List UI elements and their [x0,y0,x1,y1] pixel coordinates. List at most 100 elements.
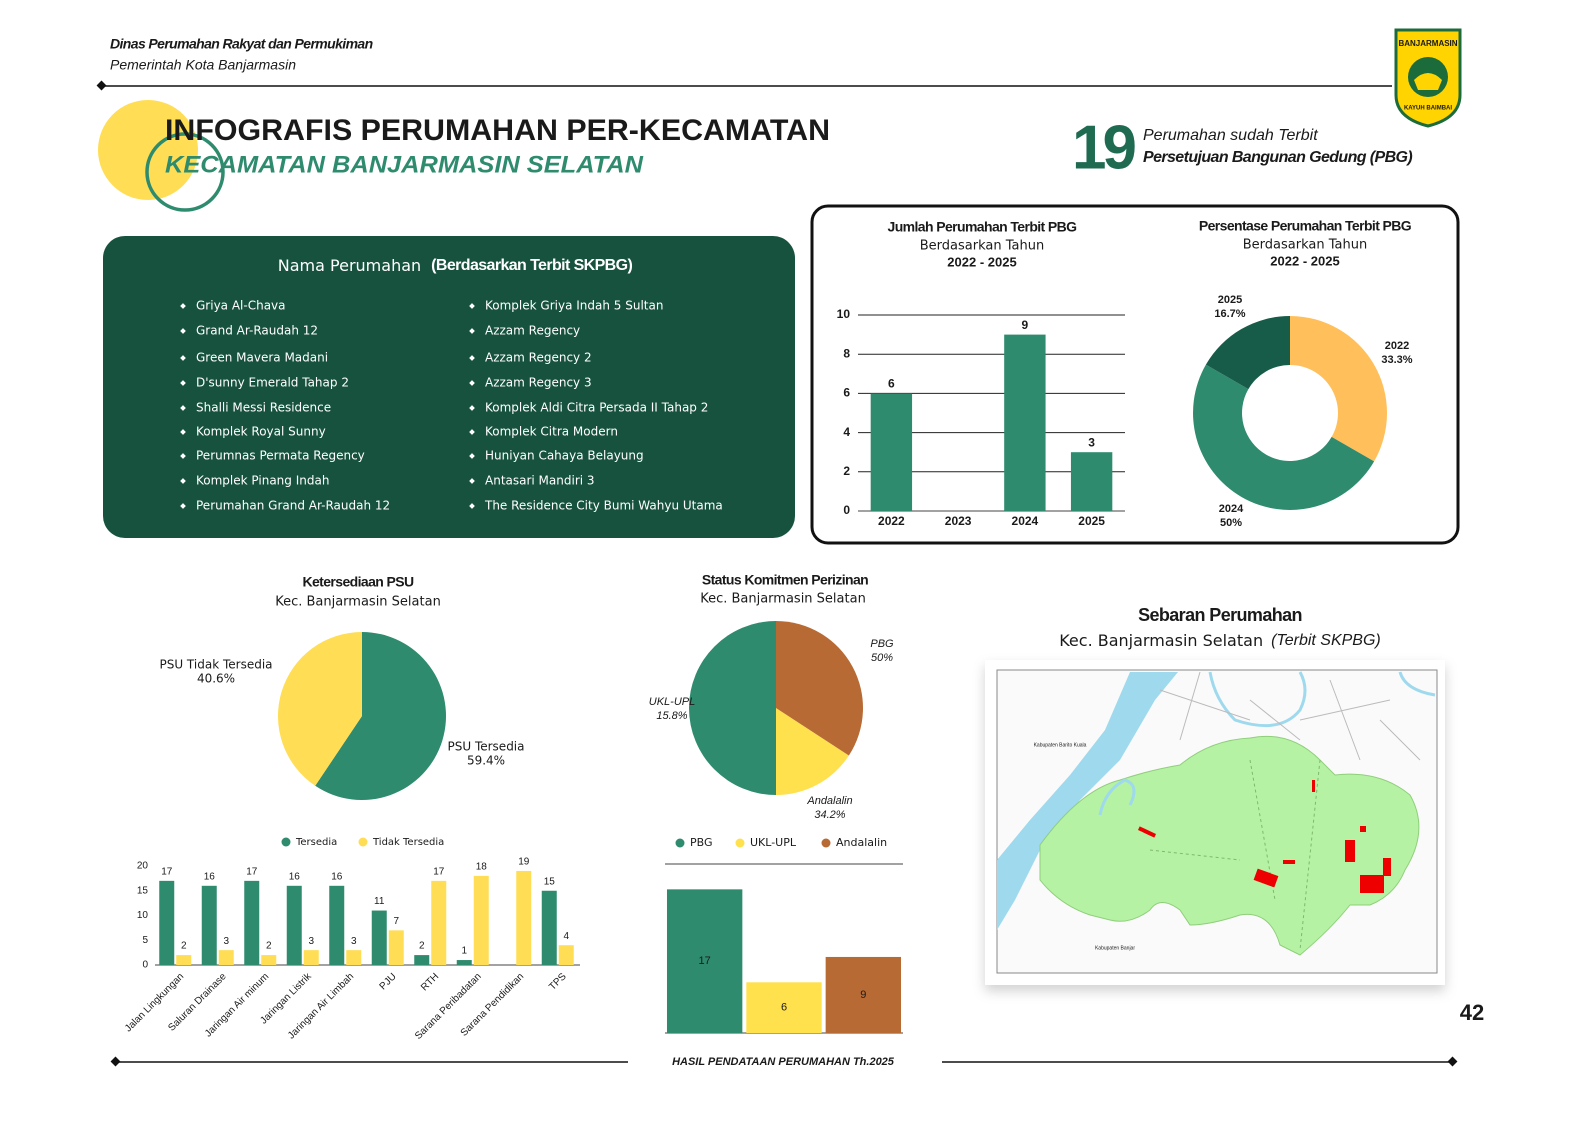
pie-slice [776,708,849,795]
list-item: Perumahan Grand Ar-Raudah 12 [196,499,390,513]
data-label: 6 [888,377,895,391]
page-number: 42 [1460,1000,1484,1025]
list-bullet [180,380,186,386]
y-tick-label: 2 [843,464,850,478]
data-label: 3 [351,936,357,947]
bar [746,982,822,1033]
x-tick-label: 2024 [1012,514,1039,528]
logo-boat [1414,73,1442,90]
pie-slice [776,621,863,756]
deco-ring [145,132,225,212]
map-boundaries [1159,671,1421,761]
map-site [1137,826,1157,838]
bar [388,930,404,965]
bar [346,950,362,965]
map-boundaries [1149,759,1321,951]
list-bullet [180,303,186,309]
legend-marker [675,838,685,848]
chart-subtitle: Kec. Banjarmasin Selatan [275,595,441,610]
y-tick-label: 10 [137,910,149,921]
data-label: 17 [433,866,445,877]
slice-label: PBG [870,638,894,650]
y-tick-label: 4 [843,425,850,439]
x-tick-label: RTH [419,971,441,993]
data-label: 3 [1088,435,1095,449]
list-item: Komplek Aldi Citra Persada II Tahap 2 [485,401,708,415]
chart-title: Ketersediaan PSU [302,574,413,590]
list-bullet [469,429,475,435]
y-tick-label: 10 [837,307,851,321]
list-bullet [180,478,186,484]
data-label: 9 [860,989,866,1001]
list-item: Griya Al-Chava [196,299,286,313]
legend-label: Andalalin [836,836,887,849]
bar [541,890,557,965]
data-label: 3 [223,936,229,947]
map-subtitle-text: Kec. Banjarmasin Selatan [1059,631,1263,650]
data-label: 2 [419,941,425,952]
bar [431,880,447,965]
list-bullet [180,355,186,361]
legend-marker [821,838,831,848]
list-bullet [469,380,475,386]
bar [218,950,234,965]
y-tick-label: 20 [137,861,149,872]
data-label: 4 [563,931,569,942]
y-tick-label: 8 [843,346,850,360]
data-label: 6 [781,1002,787,1014]
list-item: Perumnas Permata Regency [196,449,365,463]
list-item: D'sunny Emerald Tahap 2 [196,376,349,390]
y-tick-label: 15 [137,885,149,896]
map-site [1383,858,1391,876]
data-label: 2 [181,941,187,952]
bar [825,956,902,1033]
list-bullet [469,405,475,411]
pie-slice [689,621,776,795]
list-item: Shalli Messi Residence [196,401,331,415]
list-item: Azzam Regency 3 [485,376,592,390]
list-item: Grand Ar-Raudah 12 [196,324,318,338]
list-note: (Berdasarkan Terbit SKPBG) [431,257,632,274]
pie-slice [1193,364,1375,510]
data-label: 16 [289,871,301,882]
organization: Dinas Perumahan Rakyat dan Permukiman [110,36,373,52]
map: Kabupaten Barito Kuala Kabupaten Banjar [996,669,1438,974]
map-subtitle: Kec. Banjarmasin Selatan (Terbit SKPBG) [1059,631,1381,650]
y-tick-label: 6 [843,386,850,400]
list-title: Nama Perumahan (Berdasarkan Terbit SKPBG) [278,256,633,275]
slice-value: 50% [1220,517,1242,529]
bar [1070,452,1113,511]
slice-label: PSU Tidak Tersedia [159,658,272,672]
chart-subtitle: Kec. Banjarmasin Selatan [700,592,866,607]
map-note: (Terbit SKPBG) [1271,632,1381,649]
list-bullet [469,303,475,309]
bar [201,885,217,965]
y-tick-label: 0 [142,960,148,971]
list-item: Komplek Citra Modern [485,425,618,439]
page-subtitle: KECAMATAN BANJARMASIN SELATAN [165,151,644,178]
data-label: 11 [374,896,385,907]
data-label: 17 [246,866,258,877]
slice-value: 50% [871,652,893,664]
slice-value: 40.6% [197,672,235,686]
list-item: The Residence City Bumi Wahyu Utama [484,499,723,513]
slice-value: 33.3% [1381,354,1412,366]
bar [261,955,277,965]
slice-label: Andalalin [806,795,852,807]
pie-slice [1205,316,1290,390]
bar [1004,334,1046,511]
chart-period: 2022 - 2025 [947,254,1016,269]
list-item: Huniyan Cahaya Belayung [485,449,644,463]
slice-label: PSU Tersedia [448,740,525,754]
bar [666,889,743,1033]
data-label: 17 [161,866,173,877]
government: Pemerintah Kota Banjarmasin [110,57,296,73]
list-bullet [469,355,475,361]
list-item: Komplek Griya Indah 5 Sultan [485,299,663,313]
slice-value: 15.8% [656,710,687,722]
x-tick-label: PJU [378,971,399,992]
rule-diamond [1447,1056,1458,1067]
data-label: 9 [1022,318,1029,332]
slice-value: 59.4% [467,754,505,768]
